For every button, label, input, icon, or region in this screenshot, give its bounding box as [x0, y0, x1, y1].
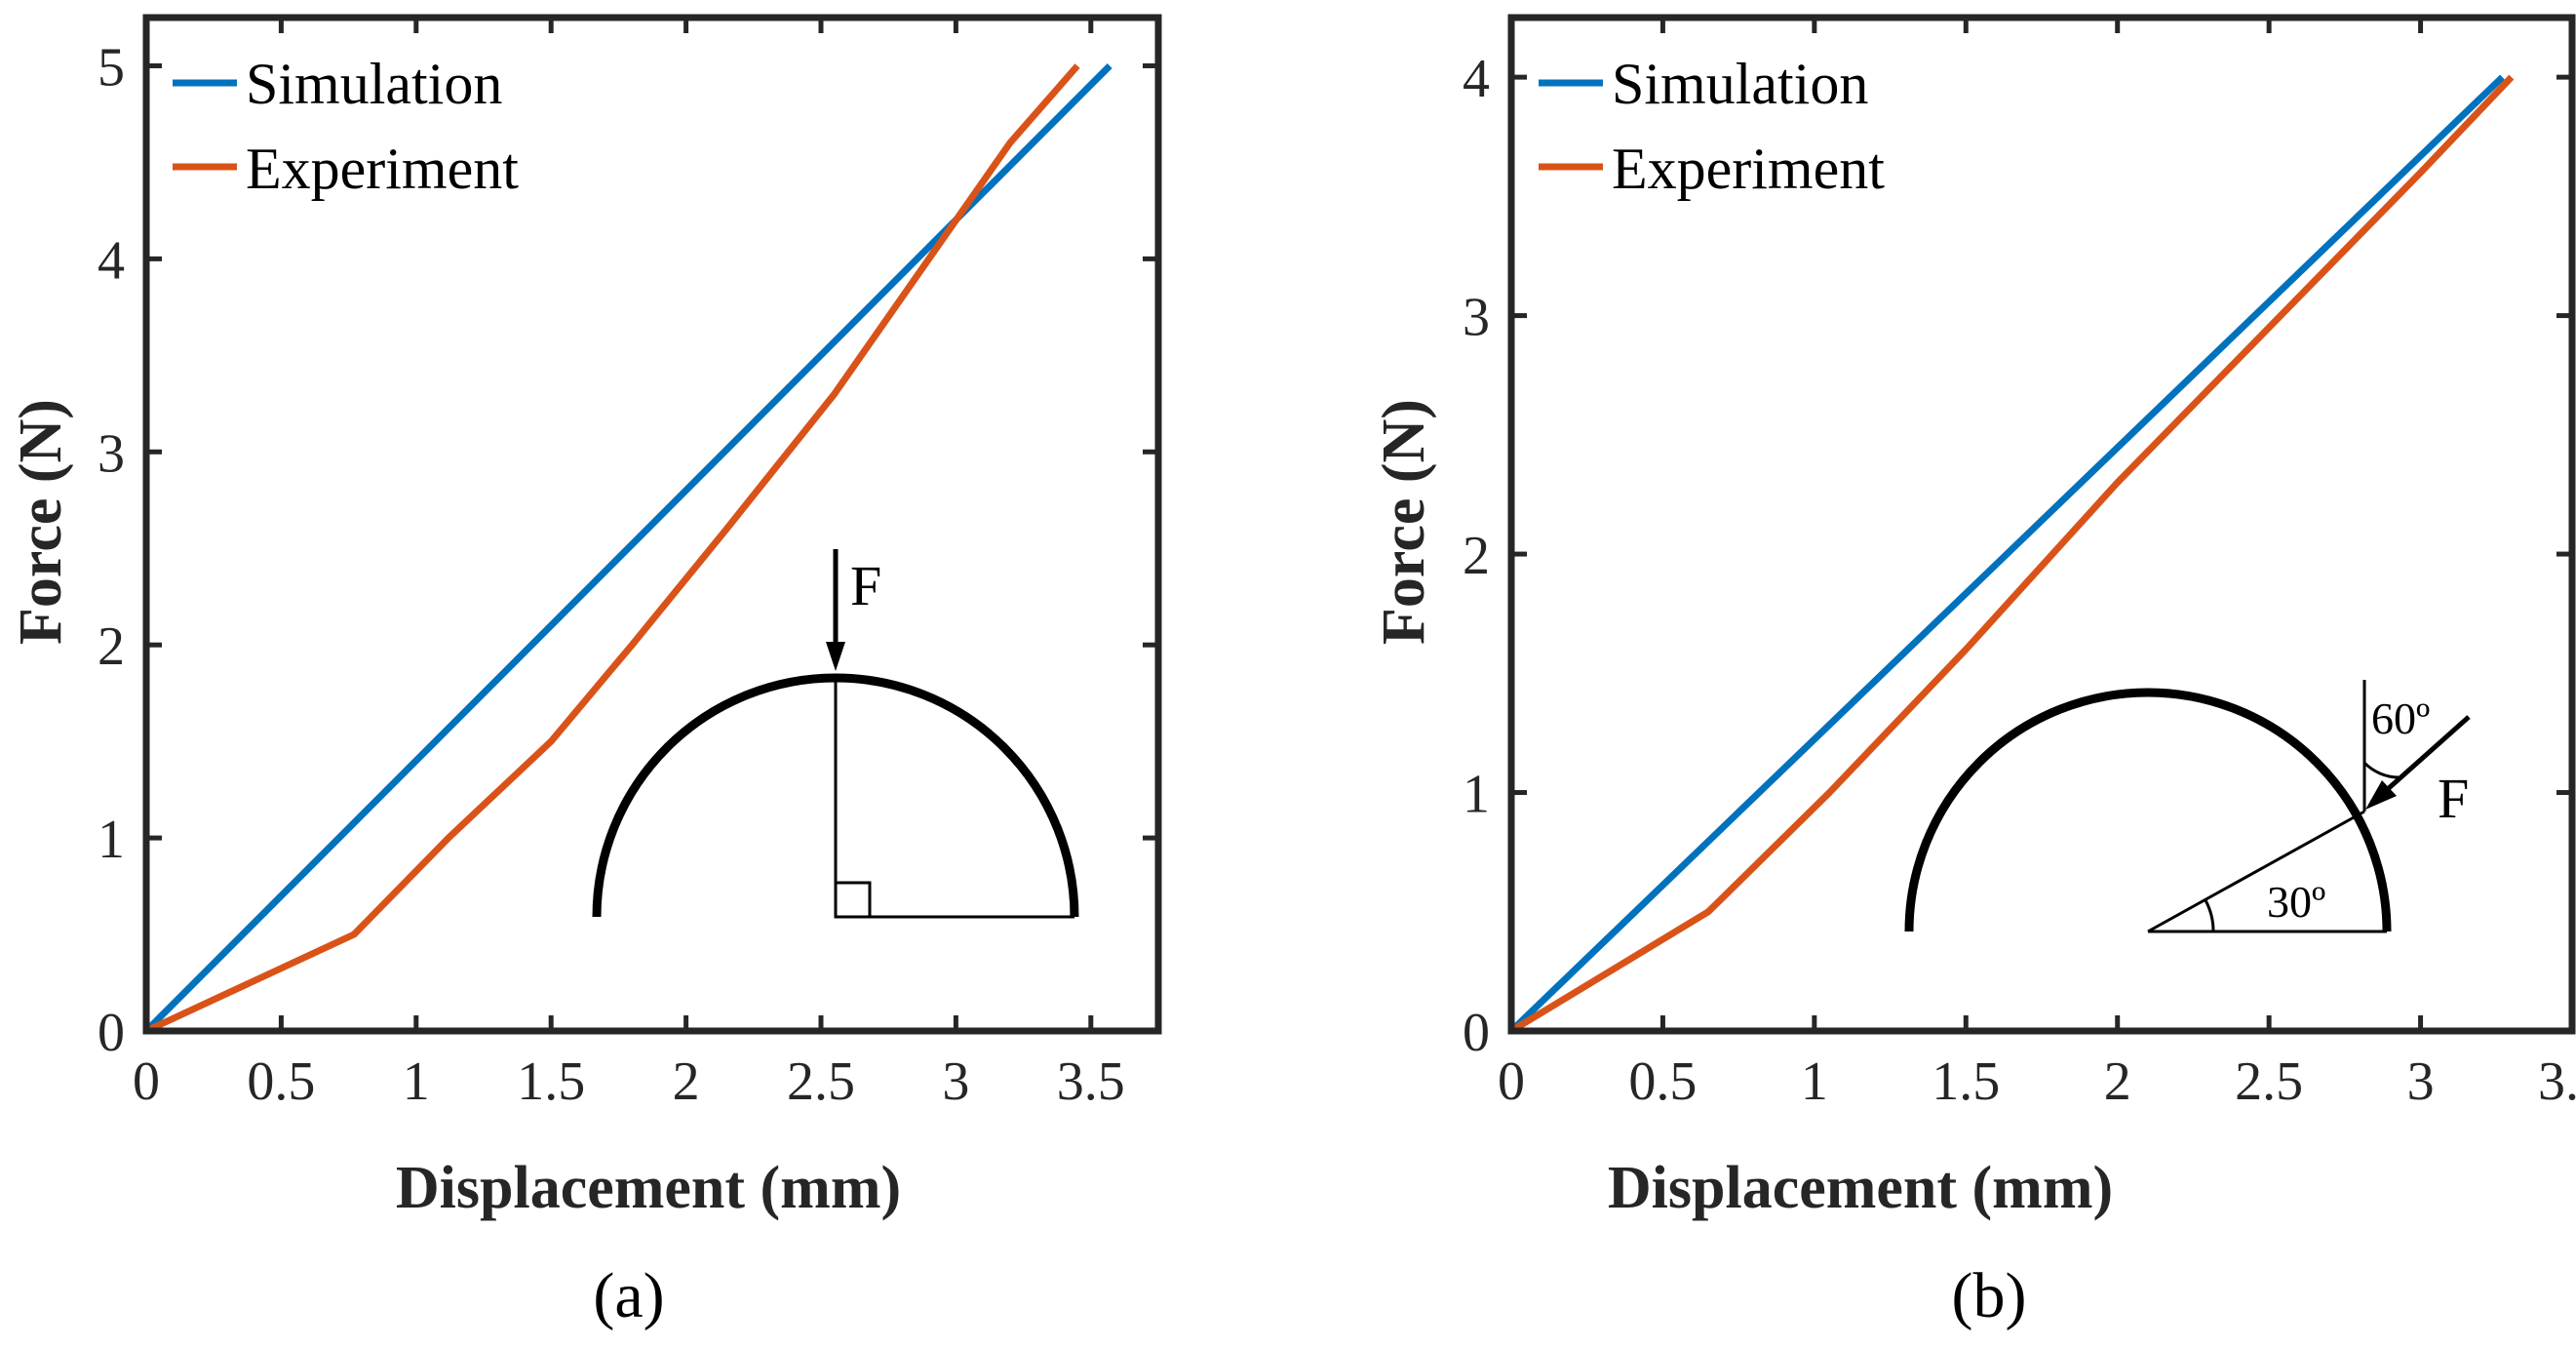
x-tick-label-b: 3.5 [2538, 1051, 2576, 1112]
axes-box-b [1507, 14, 2576, 1035]
x-tick-label-a: 1 [403, 1051, 430, 1112]
right-angle-marker-a [834, 881, 872, 919]
y-tick-label-a: 5 [98, 37, 125, 98]
caption-b: (b) [1952, 1260, 2027, 1331]
angle-label-60-b: 60º [2371, 693, 2430, 743]
x-tick-label-a: 3 [942, 1051, 969, 1112]
legend-a: Simulation Experiment [173, 52, 519, 201]
y-tick-label-a: 3 [98, 423, 125, 484]
legend-experiment-label-a: Experiment [246, 137, 519, 201]
inset-sketch-b: F 60º 30º [1904, 680, 2471, 933]
y-tick-label-b: 3 [1463, 288, 1490, 348]
experiment-series-line-b [1509, 74, 2515, 1034]
y-tick-label-b: 0 [1463, 1003, 1490, 1063]
angle-arc-60-b [2362, 761, 2400, 779]
experiment-series-line-a [144, 63, 1080, 1035]
caption-a: (a) [593, 1260, 664, 1331]
x-tick-label-a: 3.5 [1057, 1051, 1125, 1112]
legend-b: Simulation Experiment [1539, 52, 1885, 201]
axes-box-a [142, 14, 1162, 1035]
x-tick-label-a: 0 [133, 1051, 160, 1112]
x-axis-label-a: Displacement (mm) [396, 1155, 901, 1221]
semicircle-b [1904, 688, 2392, 932]
legend-simulation-label-a: Simulation [246, 52, 502, 116]
y-tick-label-b: 1 [1463, 765, 1490, 825]
legend-simulation-label-b: Simulation [1612, 52, 1868, 116]
x-tick-label-a: 2 [673, 1051, 700, 1112]
y-tick-label-a: 0 [98, 1003, 125, 1063]
x-tick-label-a: 0.5 [247, 1051, 315, 1112]
y-axis-label-b: Force (N) [1371, 399, 1437, 645]
x-axis-label-b: Displacement (mm) [1608, 1155, 2113, 1221]
ticklabels-layer-b: 0 0.5 1 1.5 2 2.5 3 3.5 0 1 2 3 4 [1463, 49, 2576, 1112]
angle-label-30-b: 30º [2267, 877, 2325, 927]
x-tick-label-a: 1.5 [517, 1051, 585, 1112]
y-axis-label-a: Force (N) [8, 399, 74, 645]
force-label-b: F [2438, 767, 2469, 830]
x-tick-label-b: 1.5 [1932, 1051, 2000, 1112]
x-tick-label-b: 1 [1801, 1051, 1828, 1112]
ticklabels-layer-a: 0 0.5 1 1.5 2 2.5 3 3.5 0 1 2 3 4 5 [98, 37, 1125, 1112]
series-layer-b [1508, 74, 2515, 1034]
radius-oblique-b [2147, 810, 2365, 933]
y-tick-label-a: 1 [98, 810, 125, 870]
ticks-layer-a [143, 18, 1158, 1034]
x-tick-label-a: 2.5 [787, 1051, 855, 1112]
x-tick-label-b: 2.5 [2235, 1051, 2303, 1112]
x-tick-label-b: 3 [2407, 1051, 2435, 1112]
y-tick-label-b: 4 [1463, 49, 1490, 109]
legend-experiment-label-b: Experiment [1612, 137, 1885, 201]
ticks-layer-b [1508, 18, 2575, 1034]
force-arrow-shaft-b [2387, 715, 2471, 790]
x-tick-label-b: 0.5 [1628, 1051, 1697, 1112]
chart-panel-a: 0 0.5 1 1.5 2 2.5 3 3.5 0 1 2 3 4 5 Displacement (mm)… [8, 14, 1162, 1331]
y-tick-label-a: 2 [98, 616, 125, 677]
x-tick-label-b: 0 [1498, 1051, 1525, 1112]
y-tick-label-b: 2 [1463, 526, 1490, 586]
force-arrow-head-a [826, 642, 845, 671]
simulation-series-line-b [1508, 74, 2505, 1034]
inset-sketch-a: F [592, 549, 1079, 919]
force-arrow-head-b [2365, 780, 2397, 810]
force-label-a: F [850, 554, 881, 617]
angle-arc-30-b [2204, 899, 2215, 932]
y-tick-label-a: 4 [98, 230, 125, 291]
x-tick-label-b: 2 [2104, 1051, 2131, 1112]
series-layer-a [143, 63, 1112, 1035]
